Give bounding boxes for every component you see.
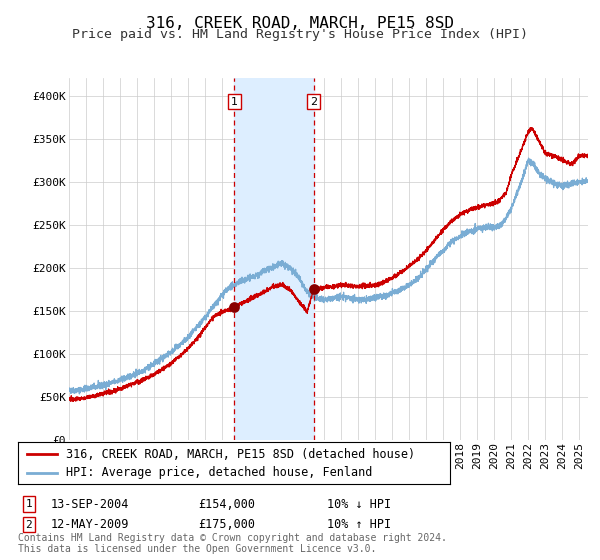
- Bar: [234, 78, 314, 440]
- Text: Price paid vs. HM Land Registry's House Price Index (HPI): Price paid vs. HM Land Registry's House …: [72, 28, 528, 41]
- Text: 2: 2: [25, 520, 32, 530]
- Text: 10% ↑ HPI: 10% ↑ HPI: [327, 518, 391, 531]
- Text: 316, CREEK ROAD, MARCH, PE15 8SD: 316, CREEK ROAD, MARCH, PE15 8SD: [146, 16, 454, 31]
- Point: [309, 284, 319, 293]
- Point: [229, 302, 239, 311]
- Text: 1: 1: [231, 97, 238, 106]
- Text: 12-MAY-2009: 12-MAY-2009: [51, 518, 130, 531]
- Text: 1: 1: [25, 499, 32, 509]
- Text: £175,000: £175,000: [198, 518, 255, 531]
- Text: 10% ↓ HPI: 10% ↓ HPI: [327, 497, 391, 511]
- Text: 13-SEP-2004: 13-SEP-2004: [51, 497, 130, 511]
- Text: 2: 2: [310, 97, 317, 106]
- Text: HPI: Average price, detached house, Fenland: HPI: Average price, detached house, Fenl…: [65, 466, 372, 479]
- Text: £154,000: £154,000: [198, 497, 255, 511]
- Text: 316, CREEK ROAD, MARCH, PE15 8SD (detached house): 316, CREEK ROAD, MARCH, PE15 8SD (detach…: [65, 447, 415, 461]
- Text: Contains HM Land Registry data © Crown copyright and database right 2024.
This d: Contains HM Land Registry data © Crown c…: [18, 533, 447, 554]
